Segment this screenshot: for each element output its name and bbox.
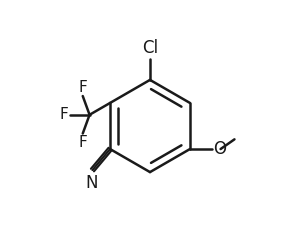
Text: N: N [85,173,98,192]
Text: Cl: Cl [142,39,159,57]
Text: O: O [213,140,226,158]
Text: F: F [78,80,87,94]
Text: F: F [60,107,68,122]
Text: F: F [78,135,87,150]
